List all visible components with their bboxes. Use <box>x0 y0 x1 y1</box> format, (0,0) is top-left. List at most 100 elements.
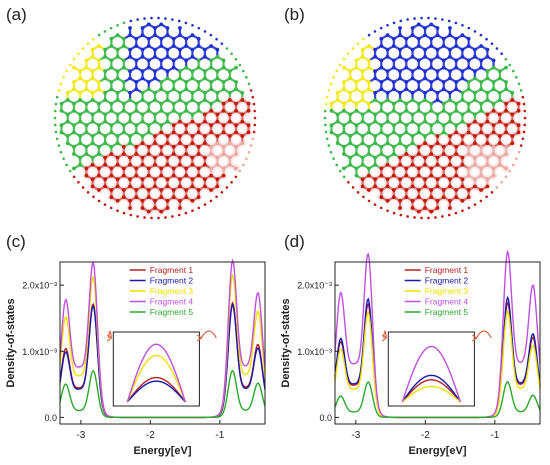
edge-atom <box>55 95 59 99</box>
atom <box>491 144 496 149</box>
atom <box>121 173 126 178</box>
edge-atom <box>386 23 389 27</box>
atom <box>165 47 170 52</box>
atom <box>109 130 114 135</box>
edge-atom <box>447 213 451 217</box>
atom <box>454 58 459 63</box>
atom <box>171 101 176 106</box>
atom <box>153 198 157 203</box>
atom <box>391 36 396 41</box>
edge-atom <box>143 216 146 219</box>
atom <box>416 144 421 149</box>
edge-atom <box>461 209 464 213</box>
atom <box>165 33 170 38</box>
atom <box>385 134 390 138</box>
panel-label-b: (b) <box>284 5 305 24</box>
atom <box>479 65 484 70</box>
inset-curve-2 <box>126 380 186 403</box>
atom <box>454 101 459 106</box>
x-axis-label: Energy[eV] <box>133 445 191 457</box>
edge-atom <box>517 82 521 86</box>
legend-label-5: Fragment 5 <box>150 307 194 317</box>
edge-atom <box>86 42 90 45</box>
atom <box>215 90 220 95</box>
atom <box>96 123 101 128</box>
y-axis-label: Density-of-states <box>5 298 17 387</box>
edge-atom <box>62 157 65 160</box>
atom <box>391 44 396 48</box>
atom <box>159 130 164 135</box>
edge-atom <box>351 186 355 189</box>
atom <box>485 155 490 160</box>
atom <box>410 98 415 102</box>
atom <box>410 90 415 95</box>
atom <box>121 36 126 41</box>
atom <box>246 108 251 113</box>
atom <box>90 141 95 146</box>
atom <box>504 123 508 128</box>
atom <box>134 80 139 84</box>
atom <box>504 130 508 135</box>
atom <box>78 141 83 146</box>
atom <box>342 144 346 149</box>
atom <box>159 152 164 156</box>
edge-atom <box>420 16 423 20</box>
atom <box>466 101 471 106</box>
atom <box>429 80 434 84</box>
atom <box>109 58 114 63</box>
atom <box>348 76 353 81</box>
atom <box>171 80 176 84</box>
atom <box>140 198 145 203</box>
atom <box>385 119 390 124</box>
atom <box>391 101 396 106</box>
graphene-disk-fragments-a <box>53 16 257 220</box>
atom <box>472 90 477 95</box>
atom <box>398 90 402 95</box>
atom <box>423 184 427 189</box>
atom <box>96 152 101 156</box>
atom <box>479 80 484 84</box>
atom <box>466 152 471 156</box>
zoom-arrow-right-head <box>197 334 203 342</box>
atom <box>497 98 502 102</box>
atom <box>215 76 220 81</box>
atom <box>423 33 427 38</box>
edge-atom <box>485 37 488 41</box>
atom <box>454 36 459 41</box>
atom <box>429 101 434 106</box>
atom <box>454 195 459 200</box>
edge-atom <box>434 17 437 20</box>
atom <box>410 47 415 52</box>
atom <box>121 87 126 92</box>
atom <box>84 58 89 63</box>
dos-chart-d: -3 -2 -1 0.0 1.0x10⁻³ 2.0x10⁻³ Energy[eV] Densi… <box>280 249 541 457</box>
atom <box>404 173 409 178</box>
atom <box>404 80 409 84</box>
atom <box>379 173 384 178</box>
atom <box>491 108 496 113</box>
atom <box>90 112 95 117</box>
atom <box>128 206 132 210</box>
atom <box>84 173 89 178</box>
atom <box>165 177 170 182</box>
atom <box>234 123 238 128</box>
atom <box>159 166 164 171</box>
edge-atom <box>157 216 160 220</box>
atom <box>128 47 132 52</box>
atom <box>435 162 440 167</box>
atom <box>429 144 434 149</box>
atom <box>342 65 346 70</box>
atom <box>479 152 484 156</box>
atom <box>146 87 151 92</box>
atom <box>416 123 421 128</box>
atom <box>121 130 126 135</box>
atom <box>221 87 226 92</box>
atom <box>485 54 490 59</box>
atom <box>178 90 182 95</box>
atom <box>435 134 440 138</box>
atom <box>103 98 108 102</box>
atom <box>416 152 421 156</box>
atom <box>454 44 459 48</box>
atom <box>146 101 151 106</box>
atom <box>134 166 139 171</box>
